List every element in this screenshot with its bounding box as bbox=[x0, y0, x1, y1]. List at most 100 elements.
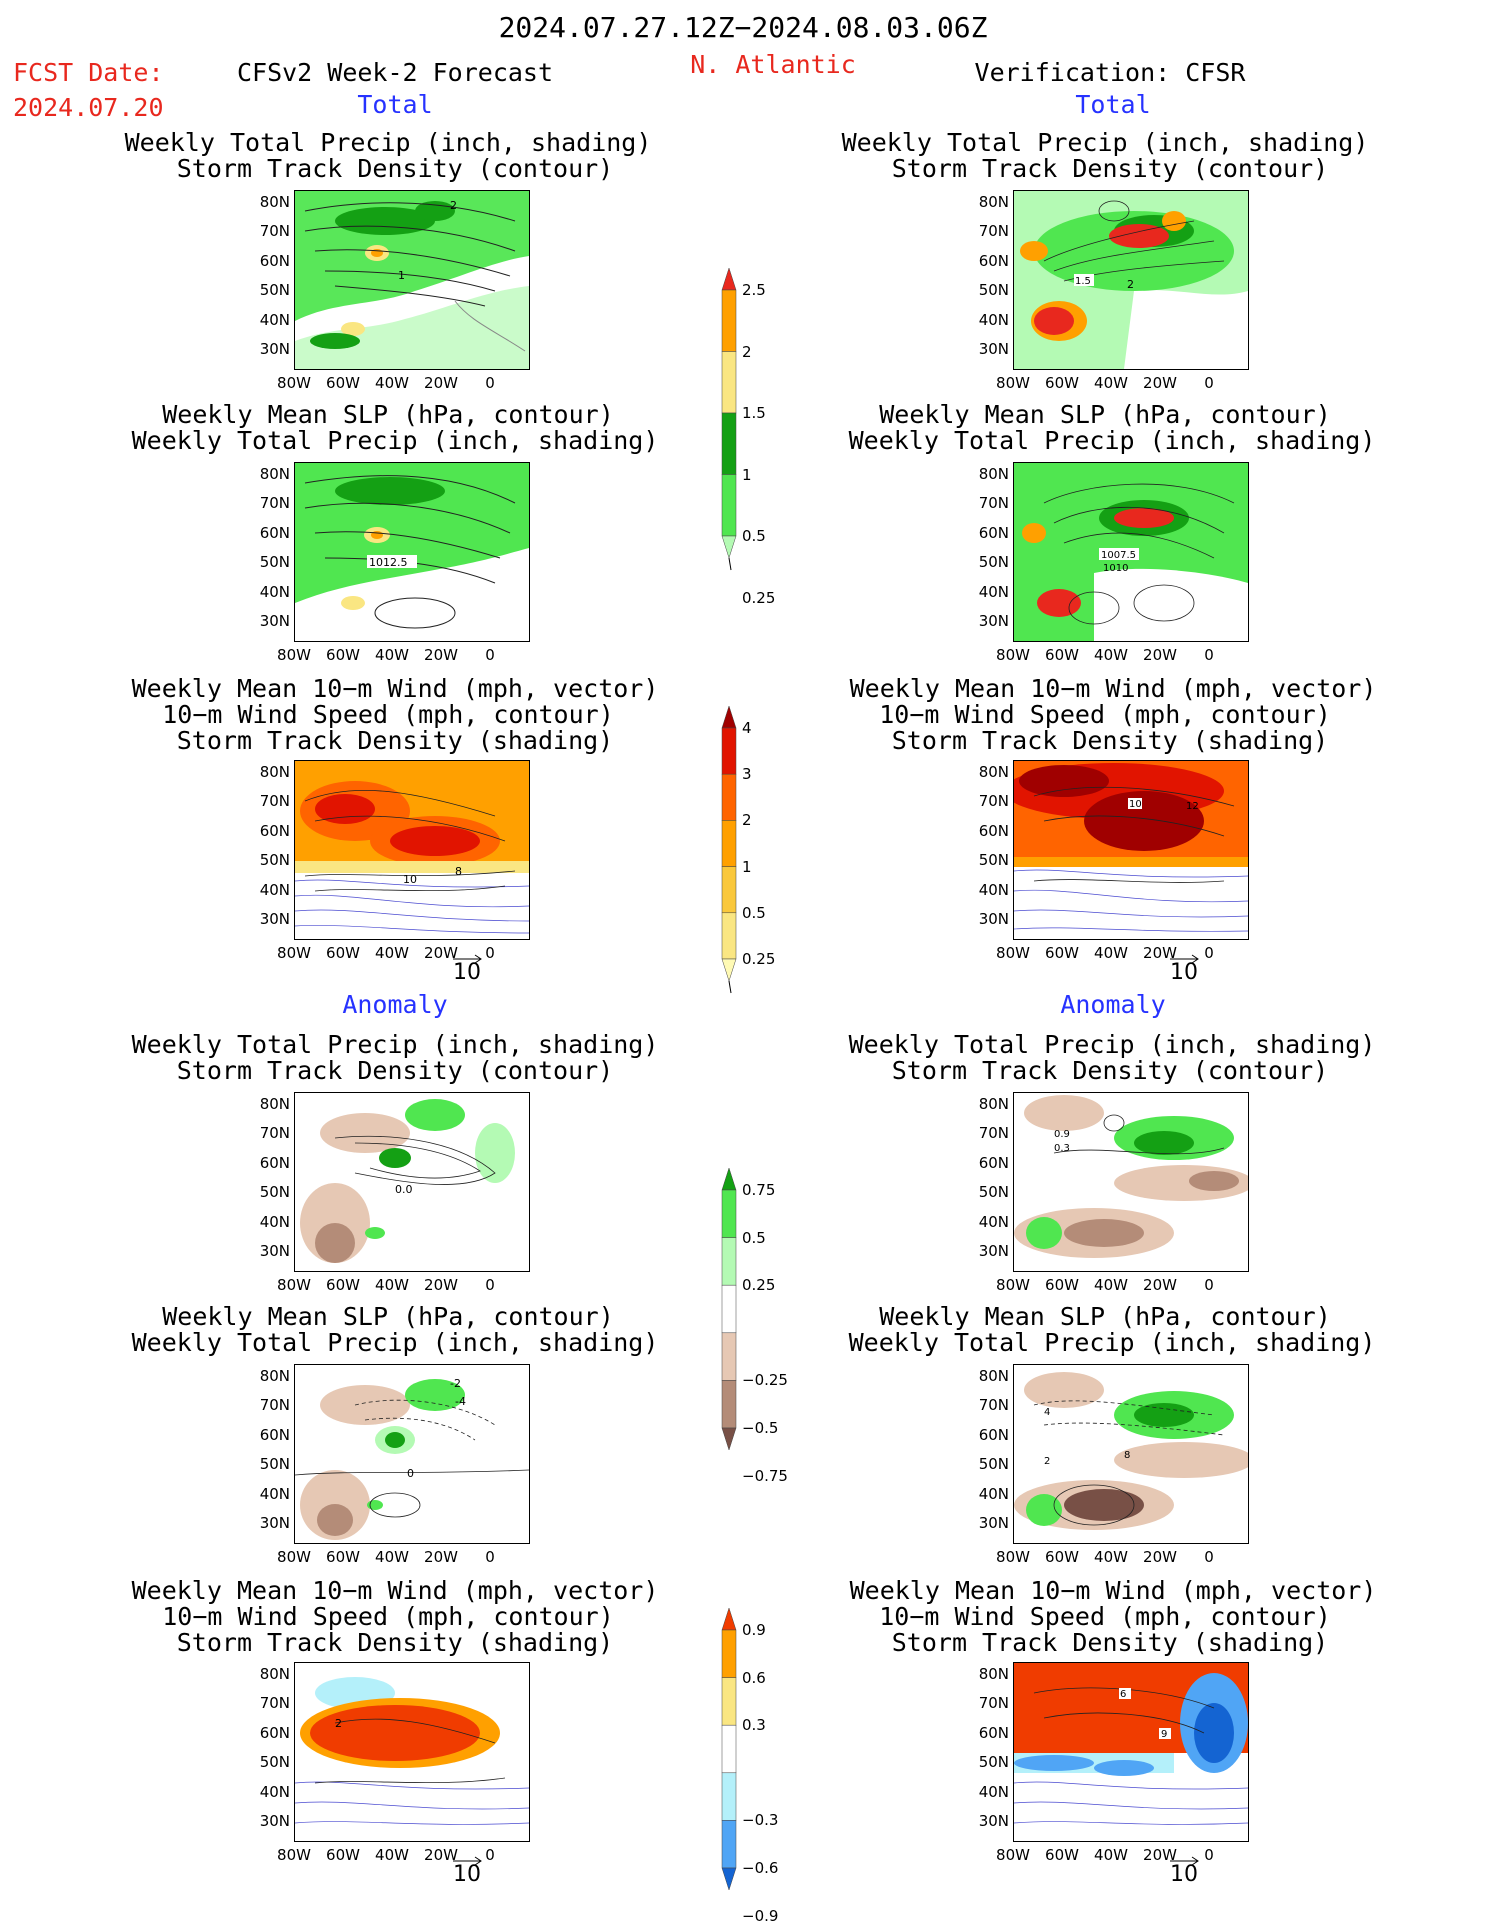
lon-tick-label: 60W bbox=[326, 1548, 360, 1566]
fcst-total-wind-contour-label-1: 10 bbox=[403, 873, 417, 886]
colorbar-bottom-arrow bbox=[721, 958, 737, 982]
lon-tick-label: 0 bbox=[485, 646, 495, 664]
lon-tick-label: 80W bbox=[277, 1548, 311, 1566]
lon-tick-label: 40W bbox=[1094, 646, 1128, 664]
lat-tick-label: 40N bbox=[978, 1212, 1009, 1231]
lon-tick-label: 20W bbox=[1143, 1846, 1177, 1864]
lon-tick-label: 80W bbox=[996, 374, 1030, 392]
lat-tick-label: 30N bbox=[978, 1242, 1009, 1260]
lon-tick-label: 40W bbox=[1094, 944, 1128, 962]
colorbar-top-arrow bbox=[721, 706, 737, 729]
verif-total-wind-title-2: 10−m Wind Speed (mph, contour) bbox=[879, 700, 1331, 729]
verif-total-slp-contour-label-1: 1007.5 bbox=[1101, 550, 1136, 561]
lat-tick-label: 50N bbox=[978, 553, 1009, 572]
colorbar-top-arrow bbox=[721, 1608, 737, 1631]
fcst-anom-precip-map: 0.0 bbox=[294, 1092, 530, 1272]
lon-tick-label: 80W bbox=[277, 944, 311, 962]
lon-tick-label: 80W bbox=[277, 646, 311, 664]
verif-total-wind-contour-label-1: 10 bbox=[1129, 799, 1142, 810]
lat-tick-label: 60N bbox=[978, 523, 1009, 542]
lat-tick-label: 60N bbox=[978, 251, 1009, 270]
verif-anom-slp-contour-label-2: 8 bbox=[1124, 1450, 1130, 1461]
lat-tick-label: 60N bbox=[259, 523, 290, 542]
lat-tick-label: 40N bbox=[978, 880, 1009, 899]
verif-anom-slp-contour-label-3: 2 bbox=[1044, 1456, 1050, 1467]
left-anomaly-heading: Anomaly bbox=[342, 990, 448, 1019]
colorbar-segment bbox=[721, 1380, 737, 1429]
lon-tick-label: 40W bbox=[1094, 1846, 1128, 1864]
fcst-total-slp-map: 1012.5 bbox=[294, 462, 530, 642]
lat-tick-label: 70N bbox=[259, 1396, 290, 1415]
lon-tick-label: 60W bbox=[326, 1276, 360, 1294]
fcst-anom-slp-map: -2 -4 0 bbox=[294, 1364, 530, 1544]
colorbar-label: 0.5 bbox=[742, 527, 766, 545]
lat-tick-label: 50N bbox=[978, 1183, 1009, 1202]
lat-tick-label: 30N bbox=[978, 1514, 1009, 1532]
lon-tick-label: 20W bbox=[1143, 1276, 1177, 1294]
lat-tick-label: 30N bbox=[259, 910, 290, 928]
left-column-title: CFSv2 Week-2 Forecast bbox=[236, 58, 554, 87]
verif-anom-precip-title-1: Weekly Total Precip (inch, shading) bbox=[848, 1030, 1376, 1059]
lon-tick-label: 80W bbox=[996, 1276, 1030, 1294]
lat-tick-label: 70N bbox=[259, 792, 290, 811]
colorbar-label: −0.9 bbox=[742, 1906, 779, 1925]
lon-tick-label: 20W bbox=[424, 646, 458, 664]
lat-tick-label: 50N bbox=[259, 281, 290, 300]
verif-total-precip-contour-label-2: 2 bbox=[1127, 278, 1134, 291]
verif-anom-wind-title-1: Weekly Mean 10−m Wind (mph, vector) bbox=[849, 1576, 1377, 1605]
fcst-total-wind-title-2: 10−m Wind Speed (mph, contour) bbox=[162, 700, 614, 729]
lon-tick-label: 80W bbox=[277, 374, 311, 392]
lon-tick-label: 40W bbox=[375, 374, 409, 392]
lat-tick-label: 80N bbox=[259, 763, 290, 781]
lat-tick-label: 60N bbox=[259, 1723, 290, 1742]
verif-total-precip-contour-label-1: 1.5 bbox=[1075, 276, 1091, 287]
colorbar-segment bbox=[721, 289, 737, 352]
lon-tick-label: 0 bbox=[485, 1548, 495, 1566]
lat-tick-label: 50N bbox=[259, 1455, 290, 1474]
colorbar-bottom-arrow bbox=[721, 1427, 737, 1451]
fcst-total-slp-contour-label: 1012.5 bbox=[369, 556, 408, 569]
lat-tick-label: 40N bbox=[259, 1484, 290, 1503]
fcst-anom-wind-map: 2 bbox=[294, 1662, 530, 1842]
colorbar-top-arrow bbox=[721, 268, 737, 291]
colorbar-label: 0.75 bbox=[742, 1181, 776, 1199]
lat-tick-label: 70N bbox=[259, 1124, 290, 1143]
colorbar-label: −0.75 bbox=[742, 1466, 788, 1485]
verif-total-vector-ref: 10 bbox=[1170, 954, 1199, 985]
colorbar-label: 4 bbox=[742, 719, 752, 737]
verif-total-wind-title-3: Storm Track Density (shading) bbox=[891, 726, 1329, 755]
lat-tick-label: 50N bbox=[978, 1455, 1009, 1474]
verif-total-slp-map: 1007.5 1010 bbox=[1013, 462, 1249, 642]
colorbar-segment bbox=[721, 1772, 737, 1821]
colorbar-segment bbox=[721, 412, 737, 475]
lat-tick-label: 50N bbox=[259, 553, 290, 572]
colorbar-segment bbox=[721, 1332, 737, 1381]
colorbar-segment bbox=[721, 820, 737, 867]
lat-tick-label: 30N bbox=[259, 340, 290, 358]
verif-anom-precip-contour-label-1: 0.9 bbox=[1054, 1129, 1070, 1140]
colorbar-label: 0.6 bbox=[742, 1668, 766, 1687]
lon-tick-label: 0 bbox=[1204, 944, 1214, 962]
lat-tick-label: 60N bbox=[978, 1425, 1009, 1444]
fcst-anom-slp-contour-label-3: 0 bbox=[407, 1467, 414, 1480]
colorbar-label: 2 bbox=[742, 811, 752, 830]
lat-tick-label: 70N bbox=[978, 222, 1009, 241]
lat-tick-label: 80N bbox=[978, 1665, 1009, 1683]
fcst-anom-wind-title-2: 10−m Wind Speed (mph, contour) bbox=[162, 1602, 614, 1631]
verif-anom-vector-ref: 10 bbox=[1170, 1856, 1199, 1887]
fcst-total-precip-title-2: Storm Track Density (contour) bbox=[176, 154, 614, 183]
lon-tick-label: 0 bbox=[485, 1846, 495, 1864]
lon-tick-label: 80W bbox=[996, 944, 1030, 962]
lat-tick-label: 40N bbox=[259, 582, 290, 601]
lon-tick-label: 60W bbox=[1045, 646, 1079, 664]
colorbar-segment bbox=[721, 351, 737, 414]
colorbar-segment bbox=[721, 912, 737, 960]
fcst-anom-slp-contour-label-2: -4 bbox=[455, 1395, 466, 1408]
fcst-total-precip-contour-label-2: 1 bbox=[398, 269, 405, 282]
lat-tick-label: 40N bbox=[978, 582, 1009, 601]
lon-tick-label: 20W bbox=[1143, 374, 1177, 392]
fcst-anom-precip-title-1: Weekly Total Precip (inch, shading) bbox=[131, 1030, 659, 1059]
lat-tick-label: 40N bbox=[259, 1782, 290, 1801]
lat-tick-label: 30N bbox=[259, 612, 290, 630]
verif-total-wind-contour-label-2: 12 bbox=[1186, 801, 1199, 812]
